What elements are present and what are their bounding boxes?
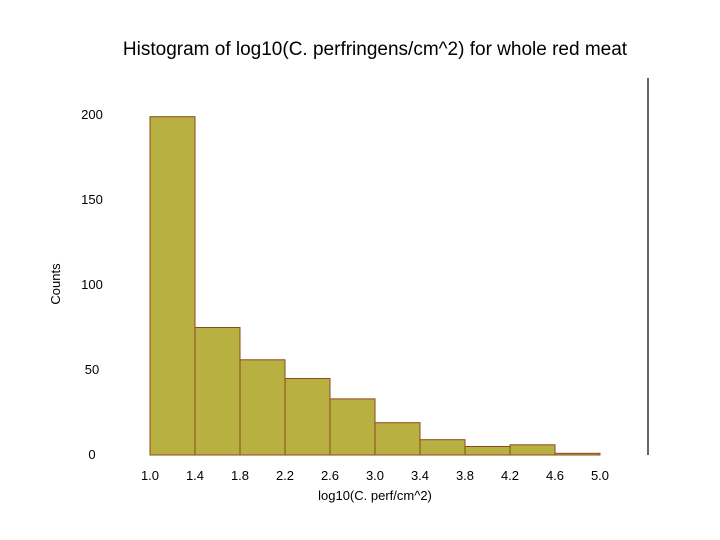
y-tick-label-4: 200 — [81, 107, 103, 122]
x-axis: 1.0 1.4 1.8 2.2 2.6 3.0 3.4 3.8 4.2 4.6 5.0 — [141, 468, 609, 483]
x-axis-label: log10(C. perf/cm^2) — [318, 488, 432, 503]
histogram-bar-9 — [554, 452, 601, 456]
x-tick-label-9: 4.6 — [546, 468, 564, 483]
y-tick-label-1: 50 — [85, 362, 99, 377]
histogram-bar-6 — [419, 439, 466, 456]
histogram-bar-2 — [239, 359, 286, 456]
x-tick-label-10: 5.0 — [591, 468, 609, 483]
histogram-bar-7 — [464, 446, 511, 456]
x-tick-label-2: 1.8 — [231, 468, 249, 483]
y-tick-label-2: 100 — [81, 277, 103, 292]
x-tick-label-0: 1.0 — [141, 468, 159, 483]
histogram-bar-0 — [149, 116, 196, 456]
histogram-bar-8 — [509, 444, 556, 456]
y-tick-label-3: 150 — [81, 192, 103, 207]
bars-group — [149, 116, 601, 456]
histogram-bar-1 — [194, 327, 241, 456]
histogram-bar-5 — [374, 422, 421, 456]
chart-title: Histogram of log10(C. perfringens/cm^2) … — [123, 39, 628, 60]
y-tick-label-0: 0 — [88, 447, 95, 462]
y-axis-label: Counts — [48, 263, 63, 305]
x-tick-label-8: 4.2 — [501, 468, 519, 483]
histogram-bar-4 — [329, 398, 376, 456]
x-tick-label-6: 3.4 — [411, 468, 429, 483]
x-tick-label-1: 1.4 — [186, 468, 204, 483]
histogram-bar-3 — [284, 378, 331, 456]
x-tick-label-5: 3.0 — [366, 468, 384, 483]
x-tick-label-7: 3.8 — [456, 468, 474, 483]
y-axis: 0 50 100 150 200 — [81, 107, 103, 462]
x-tick-label-3: 2.2 — [276, 468, 294, 483]
x-tick-label-4: 2.6 — [321, 468, 339, 483]
